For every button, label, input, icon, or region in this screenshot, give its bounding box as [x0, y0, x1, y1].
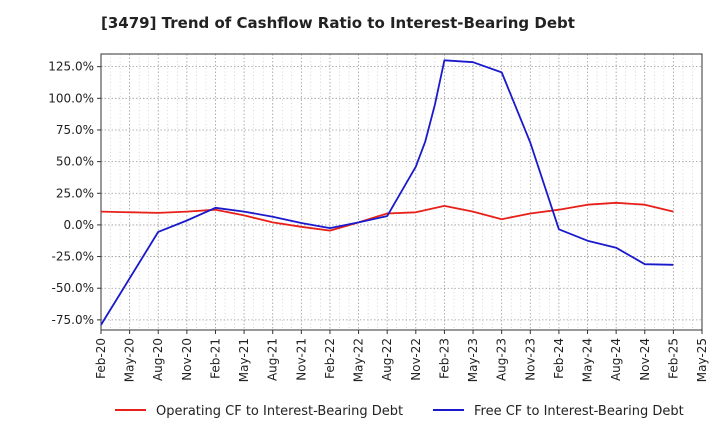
- x-tick-label: May-20: [123, 338, 137, 382]
- x-tick-label: May-22: [352, 338, 366, 382]
- y-tick-label: 50.0%: [56, 155, 94, 169]
- y-tick-label: -50.0%: [52, 281, 94, 295]
- legend-label: Free CF to Interest-Bearing Debt: [474, 404, 684, 419]
- y-tick-label: 125.0%: [48, 60, 94, 74]
- legend-label: Operating CF to Interest-Bearing Debt: [156, 404, 403, 419]
- series-line-1: [100, 201, 674, 232]
- x-tick-label: Nov-24: [638, 338, 652, 381]
- x-tick-label: Aug-21: [266, 338, 280, 381]
- x-tick-label: Aug-22: [380, 338, 394, 381]
- x-tick-label: Feb-24: [552, 338, 566, 379]
- y-tick-label: 75.0%: [56, 123, 94, 137]
- x-tick-label: Nov-21: [294, 338, 308, 381]
- x-tick-label: May-25: [695, 338, 709, 382]
- x-tick-label: Nov-22: [409, 338, 423, 381]
- x-tick-label: Feb-20: [94, 338, 108, 379]
- x-tick-label: Nov-23: [523, 338, 537, 381]
- x-tick-label: Nov-20: [180, 338, 194, 381]
- x-tick-label: Feb-21: [208, 338, 222, 379]
- x-tick-label: Aug-20: [151, 338, 165, 381]
- chart-title: [3479] Trend of Cashflow Ratio to Intere…: [101, 14, 575, 32]
- y-tick-label: 100.0%: [48, 91, 94, 105]
- x-tick-label: May-21: [237, 338, 251, 382]
- x-tick-label: Aug-24: [609, 338, 623, 381]
- y-tick-label: -75.0%: [52, 313, 94, 327]
- x-tick-label: Aug-23: [495, 338, 509, 381]
- x-tick-label: Feb-25: [666, 338, 680, 379]
- plot-frame: [100, 53, 703, 331]
- x-tick-label: Feb-23: [437, 338, 451, 379]
- y-tick-label: 0.0%: [64, 218, 95, 232]
- x-tick-label: May-23: [466, 338, 480, 382]
- series-line-2: [100, 59, 674, 326]
- x-tick-label: May-24: [581, 338, 595, 382]
- y-tick-label: -25.0%: [52, 250, 94, 264]
- x-tick-label: Feb-22: [323, 338, 337, 379]
- y-tick-label: 25.0%: [56, 186, 94, 200]
